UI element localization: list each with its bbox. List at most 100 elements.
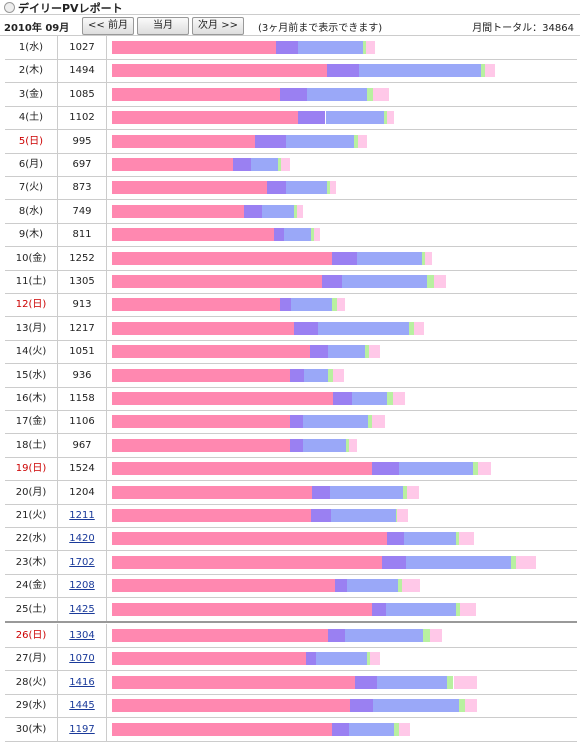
- rule: [0, 14, 580, 15]
- bar-segment: [321, 275, 342, 288]
- date: 19(日): [5, 457, 58, 481]
- bar-segment: [329, 181, 336, 195]
- count: 1051: [58, 340, 107, 364]
- count: 1106: [58, 410, 107, 434]
- current-button[interactable]: 当月: [137, 17, 189, 35]
- bar-segment: [112, 87, 280, 101]
- bar-segment: [112, 675, 355, 689]
- row: 25(土) 1425: [5, 597, 577, 623]
- row: 19(日) 1524: [5, 457, 577, 482]
- row: 4(土) 1102: [5, 106, 577, 131]
- row: 17(金) 1106: [5, 410, 577, 435]
- bar-segment: [387, 392, 393, 405]
- bar-segment: [406, 485, 419, 499]
- count[interactable]: 1211: [58, 504, 107, 527]
- row: 21(火) 1211: [5, 504, 577, 528]
- bar-segment: [289, 438, 303, 452]
- bar-segment: [283, 228, 311, 242]
- bar-segment: [387, 111, 395, 125]
- count: 1204: [58, 480, 107, 504]
- date: 29(水): [5, 694, 58, 718]
- bar-segment: [309, 345, 328, 359]
- bar-segment: [327, 368, 333, 382]
- count[interactable]: 1445: [58, 694, 107, 718]
- row: 12(日) 913: [5, 293, 577, 318]
- row: 2(木) 1494: [5, 59, 577, 84]
- date: 11(土): [5, 270, 58, 293]
- bar-segment: [458, 532, 474, 546]
- bar-segment: [289, 368, 304, 382]
- bar-segment: [293, 321, 318, 335]
- date: 27(月): [5, 647, 58, 671]
- bar-segment: [480, 64, 485, 78]
- bar-segment: [285, 181, 327, 195]
- row: 24(金) 1208: [5, 574, 577, 599]
- count[interactable]: 1070: [58, 647, 107, 671]
- bar-segment: [393, 722, 399, 736]
- row: 3(金) 1085: [5, 82, 577, 107]
- month: 2010年 09月: [4, 23, 70, 34]
- next-button[interactable]: 次月 >>: [192, 17, 244, 35]
- bar-segment: [313, 228, 320, 242]
- count: 1305: [58, 270, 107, 293]
- bar-segment: [402, 485, 407, 499]
- row: 14(火) 1051: [5, 340, 577, 365]
- bar-segment: [369, 652, 380, 666]
- prev-button[interactable]: << 前月: [82, 17, 134, 35]
- bar-segment: [310, 509, 331, 522]
- bar-segment: [421, 251, 425, 265]
- row: 22(水) 1420: [5, 527, 577, 552]
- bar-segment: [112, 181, 267, 195]
- count[interactable]: 1197: [58, 717, 107, 741]
- bar-segment: [306, 87, 368, 101]
- count[interactable]: 1304: [58, 624, 107, 647]
- date: 24(金): [5, 574, 58, 598]
- count[interactable]: 1702: [58, 550, 107, 574]
- bar-segment: [327, 629, 346, 642]
- bar-segment: [112, 722, 332, 736]
- row: 6(月) 697: [5, 153, 577, 177]
- bar-segment: [296, 204, 303, 218]
- bar-segment: [510, 555, 516, 569]
- bar-segment: [297, 41, 363, 54]
- count[interactable]: 1416: [58, 670, 107, 694]
- bar-segment: [266, 181, 286, 195]
- bar-segment: [426, 275, 434, 288]
- bar-segment: [243, 204, 262, 218]
- bar-segment: [332, 392, 352, 405]
- date: 21(火): [5, 504, 58, 527]
- bar-segment: [484, 64, 495, 78]
- bar-segment: [275, 41, 298, 54]
- bar-segment: [423, 629, 431, 642]
- bar-segment: [317, 321, 409, 335]
- count[interactable]: 1425: [58, 597, 107, 621]
- bar-segment: [112, 462, 372, 476]
- bar-segment: [459, 699, 465, 713]
- count: 1217: [58, 316, 107, 340]
- row: 30(木) 1197: [5, 717, 577, 742]
- count: 1085: [58, 82, 107, 106]
- row: 5(日) 995: [5, 129, 577, 154]
- date: 8(水): [5, 199, 58, 223]
- bar-segment: [366, 652, 370, 666]
- bar-segment: [433, 275, 446, 288]
- count: 1494: [58, 59, 107, 83]
- count[interactable]: 1208: [58, 574, 107, 598]
- bar-segment: [311, 485, 330, 499]
- bar-segment: [371, 415, 385, 429]
- bar-segment: [297, 111, 326, 125]
- bar-segment: [446, 675, 454, 689]
- bar-segment: [346, 579, 398, 593]
- bar-segment: [112, 438, 290, 452]
- total: 月間トータル：34864: [472, 23, 574, 34]
- bar-segment: [232, 158, 251, 171]
- bar-segment: [261, 204, 294, 218]
- bar-segment: [354, 675, 377, 689]
- bar-segment: [455, 532, 459, 546]
- count[interactable]: 1420: [58, 527, 107, 551]
- bar-segment: [348, 438, 357, 452]
- bar-segment: [326, 64, 359, 78]
- bar-segment: [331, 298, 337, 312]
- date: 14(火): [5, 340, 58, 364]
- bar-segment: [326, 181, 330, 195]
